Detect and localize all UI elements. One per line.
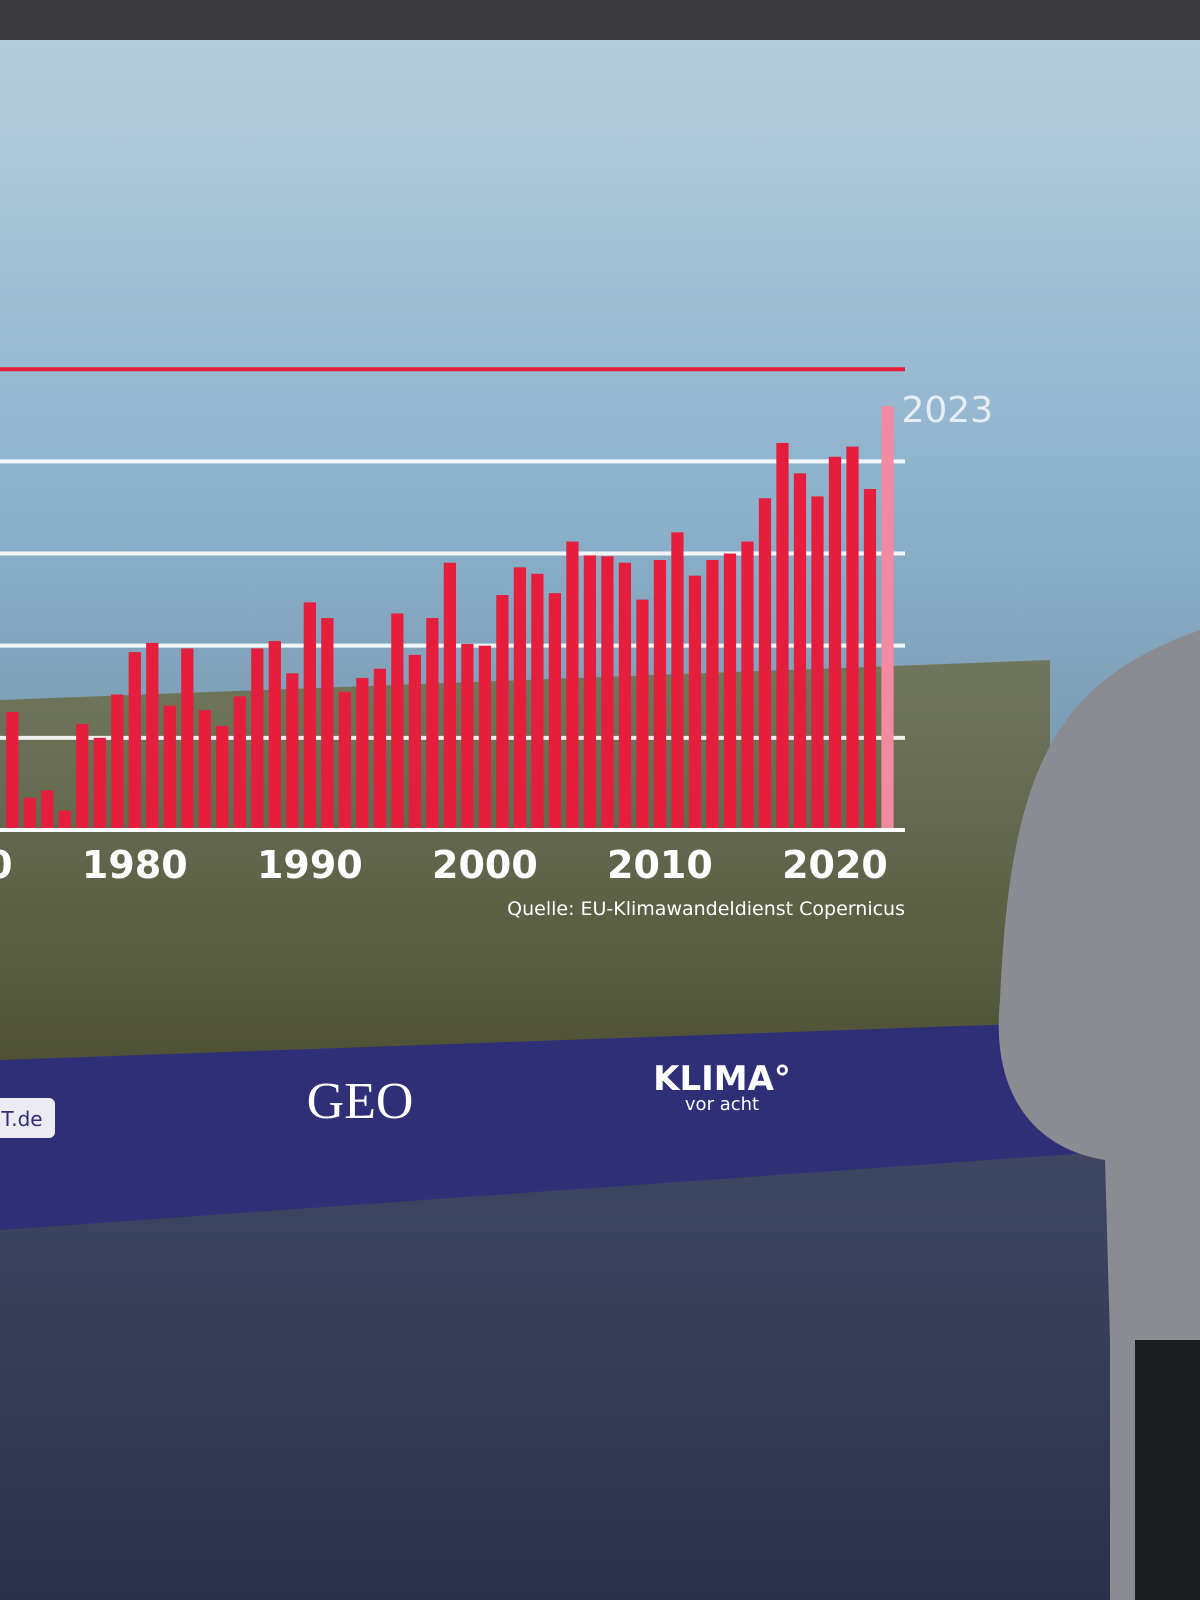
presenter-legs (1135, 1340, 1200, 1600)
logo-klima-sub: vor acht (685, 1094, 759, 1115)
bar (268, 641, 281, 830)
highlight-label: 2023 (901, 390, 993, 431)
bar (111, 694, 124, 830)
bar (321, 618, 334, 830)
bar (671, 532, 684, 830)
bar (811, 496, 824, 830)
x-tick-label: 1980 (82, 843, 188, 887)
bar (41, 790, 54, 830)
bar (846, 446, 859, 830)
bar (531, 573, 544, 830)
bar (776, 442, 789, 830)
bar (706, 559, 719, 830)
bar (688, 575, 702, 830)
bar (373, 668, 386, 830)
bar (408, 654, 421, 830)
bar (286, 673, 299, 830)
bar (548, 593, 562, 830)
logo-klima: KLIMA° (653, 1059, 791, 1099)
bar (303, 602, 316, 830)
bar (758, 498, 772, 830)
logo-geo: GEO (307, 1073, 414, 1130)
bar (828, 456, 842, 830)
bar (338, 691, 351, 830)
source: Quelle: EU-Klimawandeldienst Copernicus (507, 898, 905, 920)
bar (443, 562, 457, 830)
bar (636, 599, 649, 830)
bar (723, 553, 737, 830)
banner (0, 1020, 1130, 1230)
bar (583, 555, 597, 830)
bar (356, 677, 369, 830)
x-tick-label: 1990 (257, 843, 363, 887)
x-tick-label: 2010 (607, 843, 713, 887)
bar (163, 705, 176, 830)
bar (93, 737, 106, 830)
bar (58, 810, 71, 830)
bar (216, 725, 229, 830)
bar (251, 648, 264, 830)
chart: Quelle: EU-Klimawandeldienst Copernicus … (0, 367, 993, 920)
bar (128, 652, 141, 830)
bar (618, 562, 632, 830)
x-tick-label: 2000 (432, 843, 538, 887)
bar (76, 724, 89, 830)
bar (881, 406, 894, 830)
bar (863, 489, 877, 830)
bar (566, 541, 579, 830)
x-tick-label: 2020 (782, 843, 888, 887)
x-tick-label: 1970 (0, 843, 13, 887)
bar (198, 710, 211, 830)
bar (233, 696, 246, 830)
bar (793, 473, 807, 830)
bar (496, 595, 509, 830)
bar (653, 559, 667, 830)
site-badge (0, 1098, 55, 1138)
bar (601, 556, 614, 830)
bar (181, 648, 194, 830)
bar (23, 797, 36, 830)
bar (146, 642, 159, 830)
bar (513, 567, 527, 830)
screen-frame (0, 0, 1200, 40)
bar (6, 712, 19, 830)
site-text: T.de (0, 1107, 42, 1131)
bar (478, 645, 492, 830)
bar (461, 643, 474, 830)
bar (391, 613, 404, 830)
bar (741, 541, 754, 830)
bar (426, 618, 439, 830)
